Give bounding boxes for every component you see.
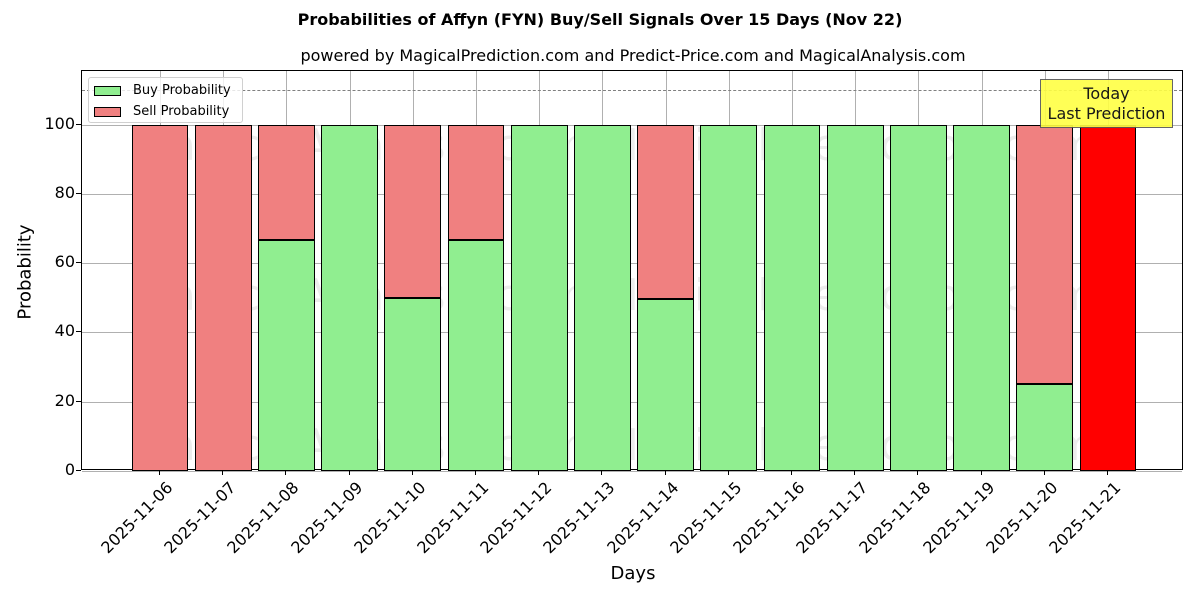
gridline-horizontal [82, 124, 1182, 126]
bar-buy-2025-11-10 [384, 297, 442, 471]
legend: Buy Probability Sell Probability [88, 77, 243, 123]
y-tick-label: 20 [54, 390, 75, 410]
x-tick-mark [222, 470, 224, 475]
x-tick-mark [1107, 470, 1108, 475]
x-axis-label: Days [610, 563, 656, 584]
bar-sell-2025-11-11 [447, 124, 505, 241]
y-tick-mark [76, 400, 81, 402]
gridline-horizontal [82, 193, 1182, 195]
x-tick-mark [475, 470, 476, 475]
y-tick-label: 60 [54, 252, 75, 272]
gridline-horizontal [82, 263, 1182, 265]
chart-subtitle: powered by MagicalPrediction.com and Pre… [300, 46, 966, 65]
legend-buy-label: Buy Probability [133, 83, 231, 98]
x-tick-mark [159, 470, 160, 475]
y-tick-mark [76, 123, 81, 125]
bar-buy-2025-11-14 [637, 298, 695, 471]
bar-buy-2025-11-09 [321, 124, 379, 471]
x-tick-mark [1043, 470, 1045, 475]
legend-sell-label: Sell Probability [133, 104, 230, 119]
x-tick-mark [791, 470, 792, 475]
sell-swatch-icon [94, 106, 121, 117]
bar-sell-2025-11-08 [257, 124, 315, 241]
legend-item-sell: Sell Probability [94, 104, 229, 119]
x-tick-mark [664, 470, 666, 475]
y-tick-label: 40 [54, 321, 75, 341]
buy-swatch-icon [94, 85, 121, 96]
y-tick-mark [76, 470, 81, 471]
y-tick-mark [76, 331, 81, 333]
x-tick-mark [348, 470, 350, 475]
bar-buy-2025-11-12 [510, 124, 568, 471]
annotation-line-1: Today [1083, 84, 1130, 103]
y-tick-label: 0 [64, 460, 75, 479]
bar-sell-2025-11-14 [637, 124, 695, 299]
legend-item-buy: Buy Probability [94, 83, 231, 98]
bar-sell-2025-11-06 [131, 124, 189, 471]
gridline-horizontal [82, 401, 1182, 403]
y-tick-label: 100 [44, 113, 75, 133]
bar-buy-2025-11-15 [700, 124, 758, 471]
x-tick-mark [411, 470, 413, 475]
bar-sell-2025-11-20 [1016, 124, 1074, 385]
x-tick-mark [601, 470, 603, 475]
bar-sell-2025-11-10 [384, 124, 442, 298]
x-tick-mark [538, 470, 540, 475]
gridline-horizontal [82, 332, 1182, 334]
bar-buy-2025-11-18 [889, 124, 947, 471]
y-tick-mark [76, 262, 81, 264]
bar-buy-2025-11-19 [953, 124, 1011, 471]
today-annotation: Today Last Prediction [1040, 79, 1173, 128]
annotation-line-2: Last Prediction [1047, 104, 1166, 123]
y-tick-mark [76, 192, 81, 194]
bar-sell-2025-11-07 [194, 124, 252, 471]
bar-buy-2025-11-16 [763, 124, 821, 471]
plot-area: MagicalAnalysis.comMagicalPrediction.com… [81, 70, 1183, 472]
x-tick-mark [980, 470, 982, 475]
bar-buy-2025-11-13 [573, 124, 631, 471]
bar-today-2025-11-21 [1079, 124, 1137, 471]
x-tick-mark [727, 470, 729, 475]
reference-line [82, 90, 1182, 92]
bar-buy-2025-11-08 [257, 240, 315, 471]
x-tick-mark [285, 470, 287, 475]
x-tick-mark [854, 470, 856, 475]
y-axis-label: Probability [14, 224, 36, 320]
x-tick-mark [917, 470, 919, 475]
gridline-horizontal [82, 471, 1182, 472]
y-tick-label: 80 [54, 182, 75, 202]
bar-buy-2025-11-20 [1016, 384, 1074, 471]
chart-title: Probabilities of Affyn (FYN) Buy/Sell Si… [297, 10, 903, 29]
bar-buy-2025-11-17 [826, 124, 884, 471]
bar-buy-2025-11-11 [447, 240, 505, 471]
